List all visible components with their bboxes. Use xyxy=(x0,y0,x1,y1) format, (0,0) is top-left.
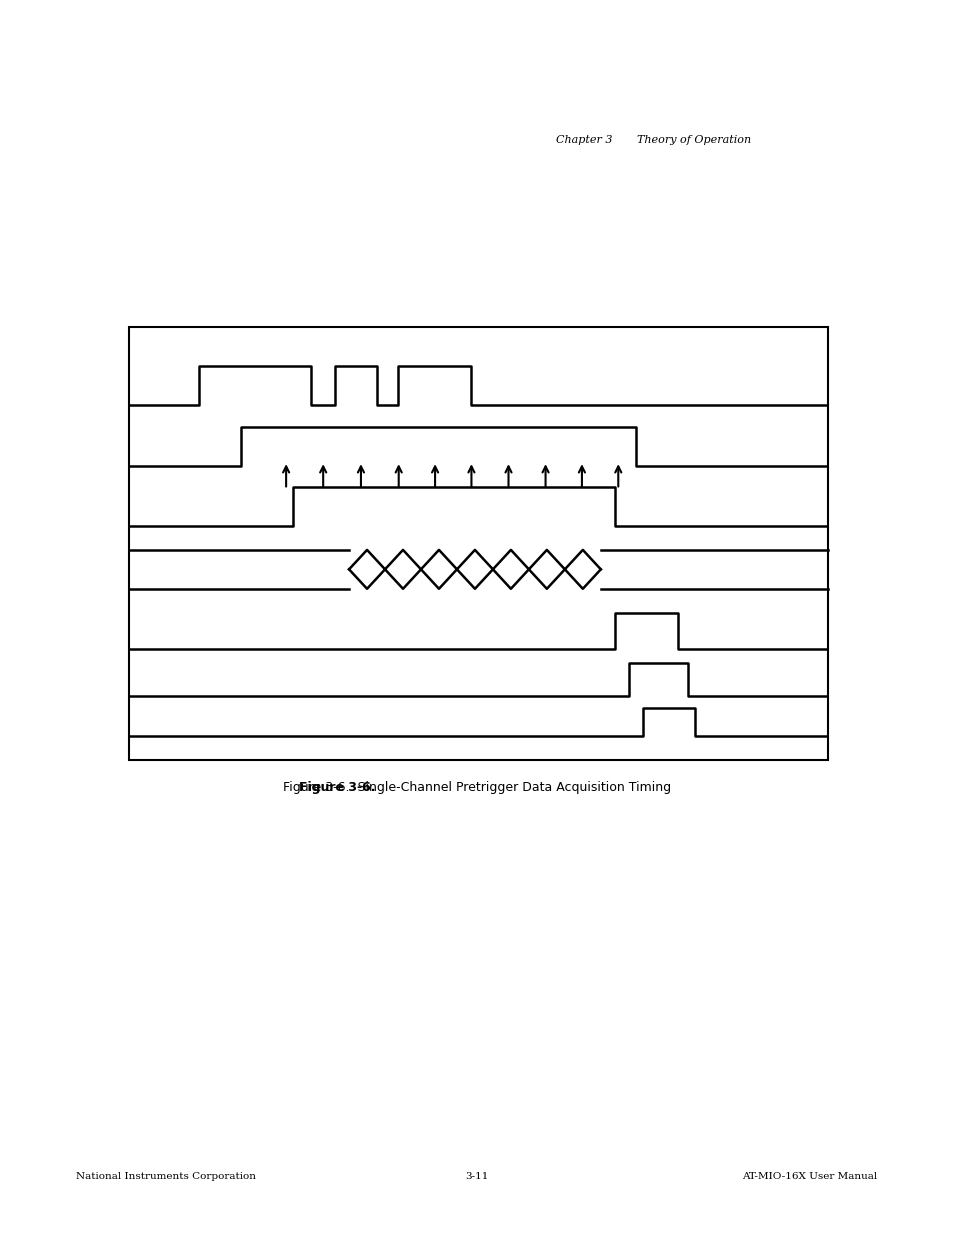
Text: Figure 3-6.: Figure 3-6. xyxy=(298,782,375,794)
Text: Figure 3-6.  Single-Channel Pretrigger Data Acquisition Timing: Figure 3-6. Single-Channel Pretrigger Da… xyxy=(283,782,670,794)
Text: AT-MIO-16X User Manual: AT-MIO-16X User Manual xyxy=(741,1172,877,1182)
Text: 3-11: 3-11 xyxy=(465,1172,488,1182)
Text: National Instruments Corporation: National Instruments Corporation xyxy=(76,1172,256,1182)
Bar xyxy=(129,327,827,760)
Text: Chapter 3       Theory of Operation: Chapter 3 Theory of Operation xyxy=(556,135,750,144)
